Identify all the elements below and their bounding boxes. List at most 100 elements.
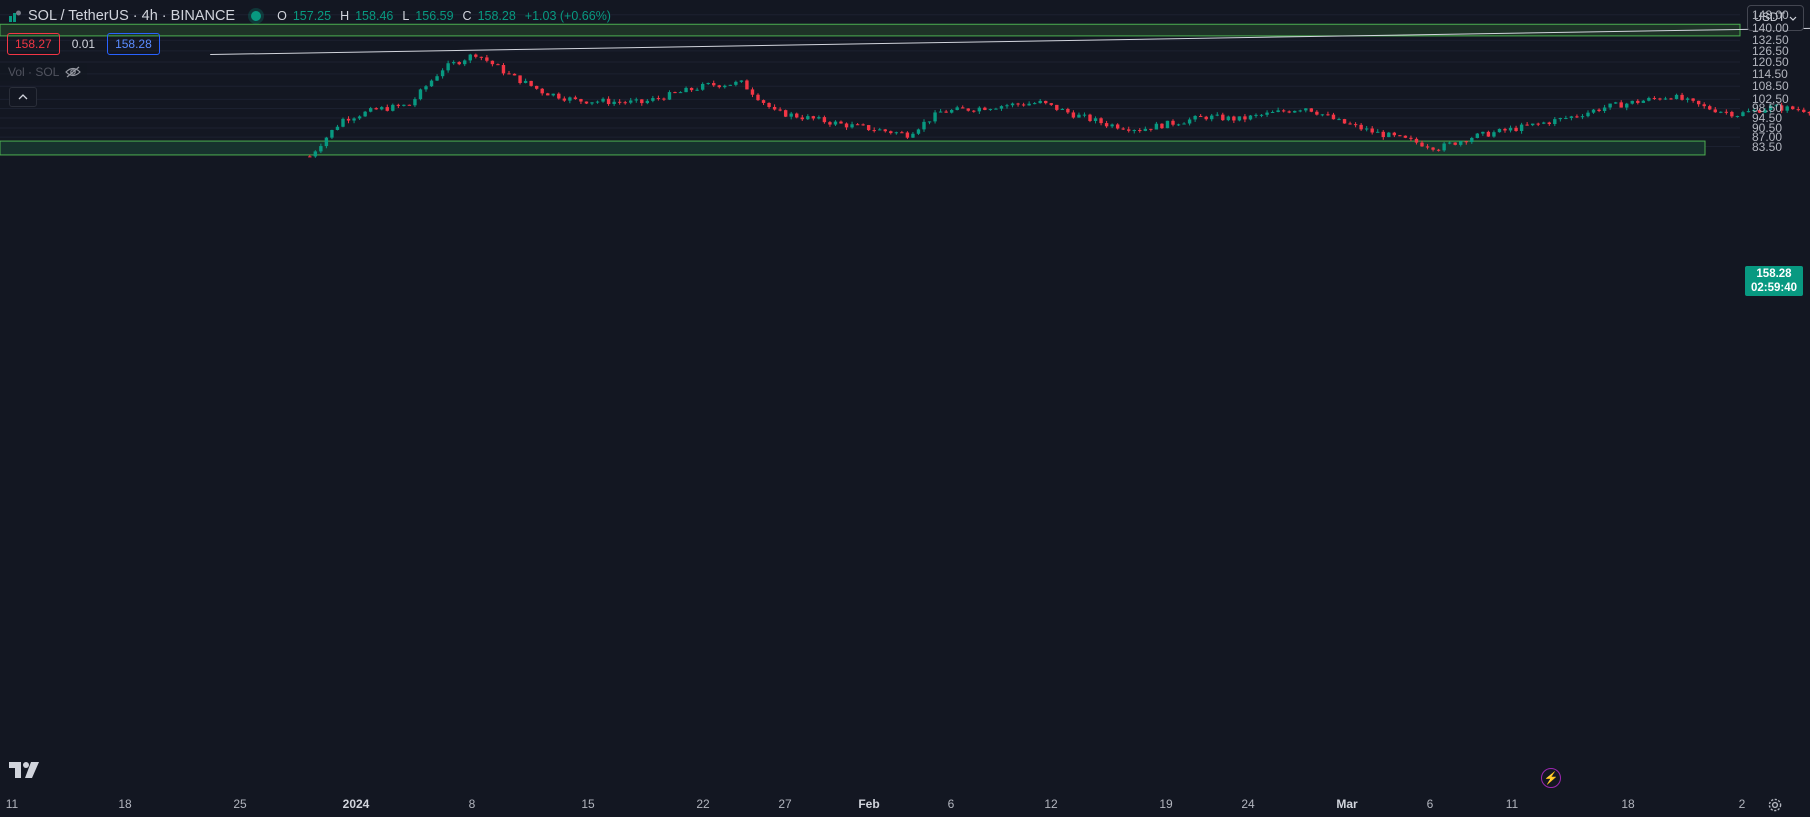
candle [1431, 146, 1435, 152]
candle [1110, 123, 1114, 129]
candle [811, 115, 816, 121]
candle [1182, 122, 1186, 125]
candle [1796, 106, 1800, 112]
eye-hidden-icon[interactable] [65, 66, 82, 78]
candle [1669, 97, 1673, 100]
candle [496, 63, 500, 66]
candle [1636, 99, 1640, 105]
candle [745, 79, 749, 90]
volume-indicator-legend[interactable]: Vol · SOL [0, 63, 88, 81]
candle [595, 100, 600, 104]
time-tick-label: 8 [468, 797, 476, 811]
candle [440, 68, 445, 79]
candle [363, 110, 367, 117]
candle [1791, 105, 1795, 110]
candle [806, 114, 810, 120]
candle [435, 74, 439, 81]
candle [1176, 123, 1181, 127]
candle [1724, 109, 1729, 115]
buy-price-button[interactable]: 158.28 [107, 33, 160, 55]
candle [922, 119, 926, 132]
candle [557, 92, 561, 100]
candle [1093, 116, 1098, 124]
chevron-up-icon [18, 94, 28, 100]
candle [1708, 104, 1712, 111]
candle [1016, 102, 1020, 107]
candle [1309, 108, 1314, 113]
symbol-logo-icon [9, 10, 21, 22]
candle [629, 97, 633, 105]
candle-layer [308, 53, 1810, 158]
price-tick-label: 87.00 [1752, 130, 1783, 145]
candle [1525, 122, 1529, 126]
symbol-title[interactable]: SOL / TetherUS · 4h · BINANCE [28, 8, 236, 24]
candle [523, 78, 528, 84]
candle [1259, 113, 1264, 118]
candle [529, 80, 533, 87]
time-tick-label: 11 [1505, 797, 1519, 811]
candle [1381, 130, 1385, 140]
candle [1348, 121, 1352, 125]
open-value: 157.25 [292, 9, 332, 23]
collapse-legend-button[interactable] [9, 87, 37, 107]
candle [1265, 110, 1269, 117]
candle [988, 108, 993, 111]
tradingview-logo-icon[interactable] [9, 762, 43, 778]
candle [568, 96, 572, 104]
candle [606, 96, 611, 106]
candle [385, 104, 389, 112]
candle [1276, 107, 1280, 113]
candle [1542, 121, 1546, 125]
candle [1608, 103, 1612, 110]
candle [1680, 92, 1684, 101]
lightning-icon[interactable]: ⚡ [1541, 768, 1561, 788]
support-resistance-zone[interactable] [0, 23, 1741, 37]
candle [1005, 103, 1009, 109]
candle [728, 84, 733, 86]
candle [490, 60, 495, 67]
candle [1337, 117, 1341, 121]
candle [534, 85, 539, 90]
candle [916, 128, 921, 135]
candle [1414, 137, 1419, 145]
candle [667, 90, 672, 101]
sell-price-button[interactable]: 158.27 [7, 33, 60, 55]
high-value: 158.46 [355, 9, 394, 23]
candle [1464, 140, 1468, 145]
candle [695, 87, 699, 91]
candle [1138, 128, 1142, 133]
candle [474, 53, 478, 59]
candle [413, 97, 417, 108]
currency-selector[interactable]: USDT [1747, 5, 1804, 31]
low-label: L [402, 9, 410, 23]
candle [457, 61, 461, 66]
candle [1486, 130, 1491, 137]
candle [1066, 107, 1070, 114]
candle [1077, 112, 1081, 118]
price-tick-label: 120.50 [1752, 55, 1789, 70]
candle [407, 104, 412, 106]
candle [1492, 130, 1496, 138]
candle [1807, 111, 1810, 116]
candle [1254, 113, 1258, 118]
settings-gear-icon[interactable] [1767, 797, 1783, 813]
candle [346, 116, 351, 124]
candle [507, 71, 511, 75]
candle [1132, 129, 1136, 134]
candle [889, 130, 893, 135]
support-resistance-zone[interactable] [0, 140, 1706, 156]
candle [590, 102, 594, 106]
candle [1221, 112, 1225, 121]
candle [1243, 114, 1247, 123]
candle [955, 105, 959, 111]
change-value: +1.03 (+0.66%) [524, 9, 611, 23]
candle [734, 80, 738, 87]
trendline[interactable] [210, 6, 1810, 56]
candle [1503, 127, 1507, 133]
candle [518, 75, 522, 85]
candle [1143, 126, 1148, 132]
market-status-icon[interactable] [251, 11, 262, 21]
candle [673, 91, 677, 94]
candle [1779, 102, 1784, 114]
